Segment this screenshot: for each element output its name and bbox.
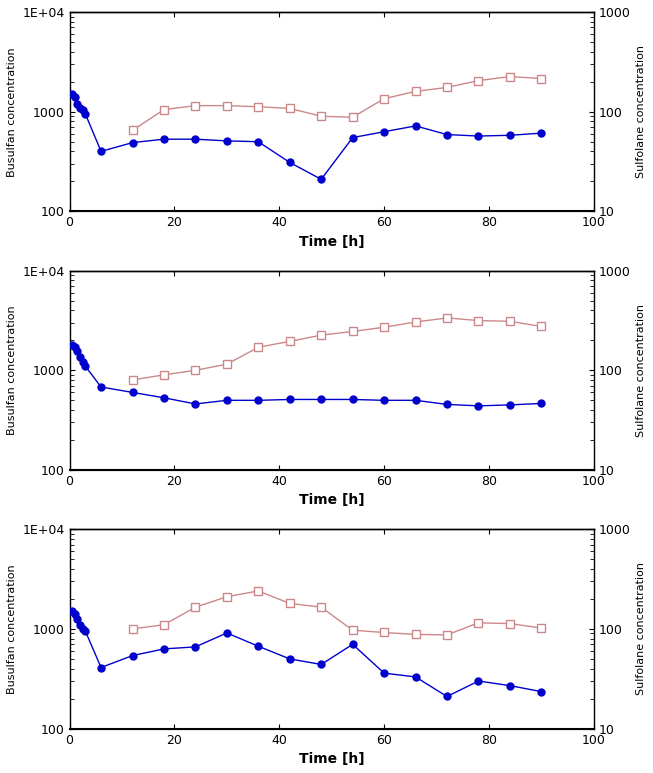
X-axis label: Time [h]: Time [h] <box>299 235 364 249</box>
Y-axis label: Busulfan concentration: Busulfan concentration <box>7 564 17 693</box>
X-axis label: Time [h]: Time [h] <box>299 493 364 507</box>
Y-axis label: Busulfan concentration: Busulfan concentration <box>7 47 17 176</box>
Y-axis label: Sulfolane concentration: Sulfolane concentration <box>636 45 646 179</box>
Y-axis label: Busulfan concentration: Busulfan concentration <box>7 305 17 435</box>
Y-axis label: Sulfolane concentration: Sulfolane concentration <box>636 563 646 696</box>
X-axis label: Time [h]: Time [h] <box>299 752 364 766</box>
Y-axis label: Sulfolane concentration: Sulfolane concentration <box>636 304 646 437</box>
